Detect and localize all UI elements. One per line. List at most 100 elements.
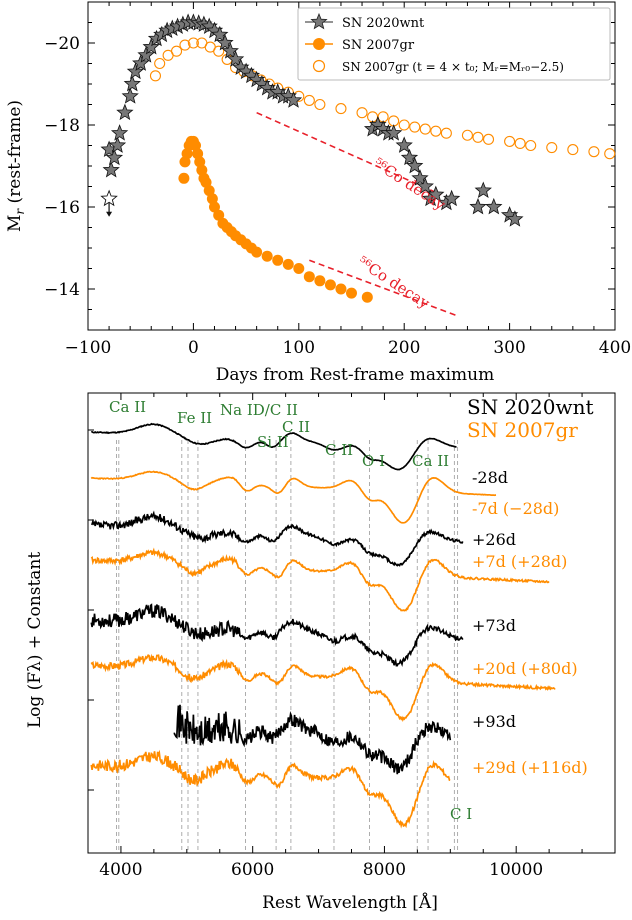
- lineid-si2: Si II: [257, 433, 289, 451]
- x-tick-label: 6000: [231, 860, 274, 880]
- spectrum-line: [90, 603, 464, 668]
- star-point: [137, 46, 155, 63]
- light-curve-panel: −100 0 100 200 300 400 −20 −18 −16 −14 ⁵⁶Co decay…: [5, 1, 631, 385]
- open-point: [525, 139, 537, 152]
- epoch-label-3: +26d: [472, 530, 516, 549]
- epoch-label-4: +7d (+28d): [472, 552, 567, 571]
- legend-label-sn2007gr: SN 2007gr: [342, 38, 415, 53]
- filled-point: [213, 209, 225, 221]
- star-point: [226, 50, 245, 67]
- y-tick-label: −16: [44, 198, 80, 218]
- open-point: [170, 45, 183, 57]
- co-decay-lines: [256, 111, 458, 317]
- filled-point: [272, 254, 284, 266]
- star-point: [485, 197, 503, 215]
- x-tick-label: −100: [65, 338, 112, 358]
- star-point: [126, 62, 145, 80]
- spectrum-line: [90, 510, 464, 567]
- spectrum-line: [173, 704, 452, 775]
- spectrum-line: [90, 547, 550, 612]
- x-tick-label: 200: [388, 338, 420, 358]
- open-point: [588, 146, 600, 158]
- legend-open-marker: [312, 59, 326, 73]
- upper-limit-star: [100, 189, 118, 207]
- sn2007gr-points: [178, 135, 373, 303]
- open-point: [604, 148, 616, 160]
- open-point: [335, 103, 347, 115]
- star-point: [211, 25, 229, 43]
- open-point: [149, 70, 162, 82]
- open-point: [356, 107, 368, 119]
- x-tick-label: 10000: [489, 860, 543, 880]
- legend-sn2007gr: SN 2007gr: [467, 418, 578, 442]
- top-legend: SN 2020wnt SN 2007gr SN 2007gr (t = 4 × …: [297, 7, 611, 81]
- star-point: [284, 91, 303, 108]
- filled-point: [178, 172, 190, 184]
- decay-line: [309, 259, 458, 317]
- star-point: [123, 74, 141, 92]
- lineid-ca2-left: Ca II: [109, 398, 146, 416]
- filled-point: [208, 201, 220, 213]
- filled-point: [303, 271, 315, 283]
- lineid-c2-b: C II: [325, 441, 353, 459]
- upper-limit-arrowhead: [106, 211, 113, 217]
- open-point: [154, 57, 166, 70]
- lineid-o1: O I: [362, 452, 385, 470]
- decay-line: [256, 111, 442, 196]
- open-point: [567, 144, 579, 156]
- decay-annotation: ⁵⁶Co decay: [355, 253, 434, 313]
- spectrum-line: [91, 422, 457, 471]
- open-point: [187, 37, 199, 49]
- filled-point: [293, 263, 305, 274]
- open-point: [461, 129, 473, 141]
- star-point: [102, 161, 120, 178]
- filled-point: [361, 291, 373, 303]
- top-xlabel: Days from Rest-frame maximum: [216, 365, 494, 385]
- legend-box: [297, 7, 611, 81]
- star-point: [108, 136, 127, 153]
- open-point: [440, 127, 452, 139]
- open-point: [419, 123, 431, 135]
- filled-point: [251, 246, 263, 258]
- open-point: [409, 121, 421, 133]
- open-point: [314, 98, 326, 111]
- star-point: [142, 38, 160, 55]
- star-point: [411, 169, 429, 186]
- sn2020wnt-points: [100, 13, 524, 227]
- legend-sn2020wnt: SN 2020wnt: [467, 395, 594, 419]
- legend-label-sn2020wnt: SN 2020wnt: [342, 16, 425, 31]
- epoch-label-7: +93d: [472, 712, 516, 731]
- epoch-label-6: +20d (+80d): [472, 659, 578, 678]
- star-point: [385, 124, 403, 141]
- open-point: [514, 137, 526, 149]
- epoch-label-5: +73d: [472, 616, 516, 635]
- bottom-axes: 4000 6000 8000 10000: [88, 393, 583, 880]
- epoch-label-2: -7d (−28d): [472, 499, 559, 518]
- epoch-label-8: +29d (+116d): [472, 758, 588, 777]
- spectra-panel: 4000 6000 8000 10000 Ca II Fe II Na ID/C II…: [25, 392, 616, 913]
- top-axes: −100 0 100 200 300 400 −20 −18 −16 −14: [44, 2, 631, 358]
- x-tick-label: 4000: [99, 860, 142, 880]
- star-point: [506, 210, 524, 227]
- bottom-labels: Ca II Fe II Na ID/C II Si II C II C II O…: [109, 395, 594, 823]
- y-tick-label: −14: [44, 280, 80, 300]
- filled-point: [282, 258, 294, 270]
- x-tick-label: 0: [188, 338, 199, 358]
- star-point: [469, 197, 487, 215]
- filled-point: [324, 279, 336, 291]
- open-point: [430, 125, 442, 137]
- x-tick-label: 8000: [363, 860, 406, 880]
- star-point: [442, 189, 461, 207]
- line-id-markers: [116, 440, 459, 850]
- filled-point: [314, 275, 326, 287]
- top-ylabel: Mr (rest-frame): [5, 100, 27, 232]
- x-tick-label: 300: [493, 338, 525, 358]
- star-point: [105, 148, 124, 166]
- star-point: [132, 54, 150, 71]
- bottom-plot-frame: [87, 392, 616, 854]
- spectra-lines: [90, 422, 556, 829]
- star-point: [116, 103, 134, 121]
- open-point: [546, 142, 558, 154]
- star-point: [400, 148, 419, 166]
